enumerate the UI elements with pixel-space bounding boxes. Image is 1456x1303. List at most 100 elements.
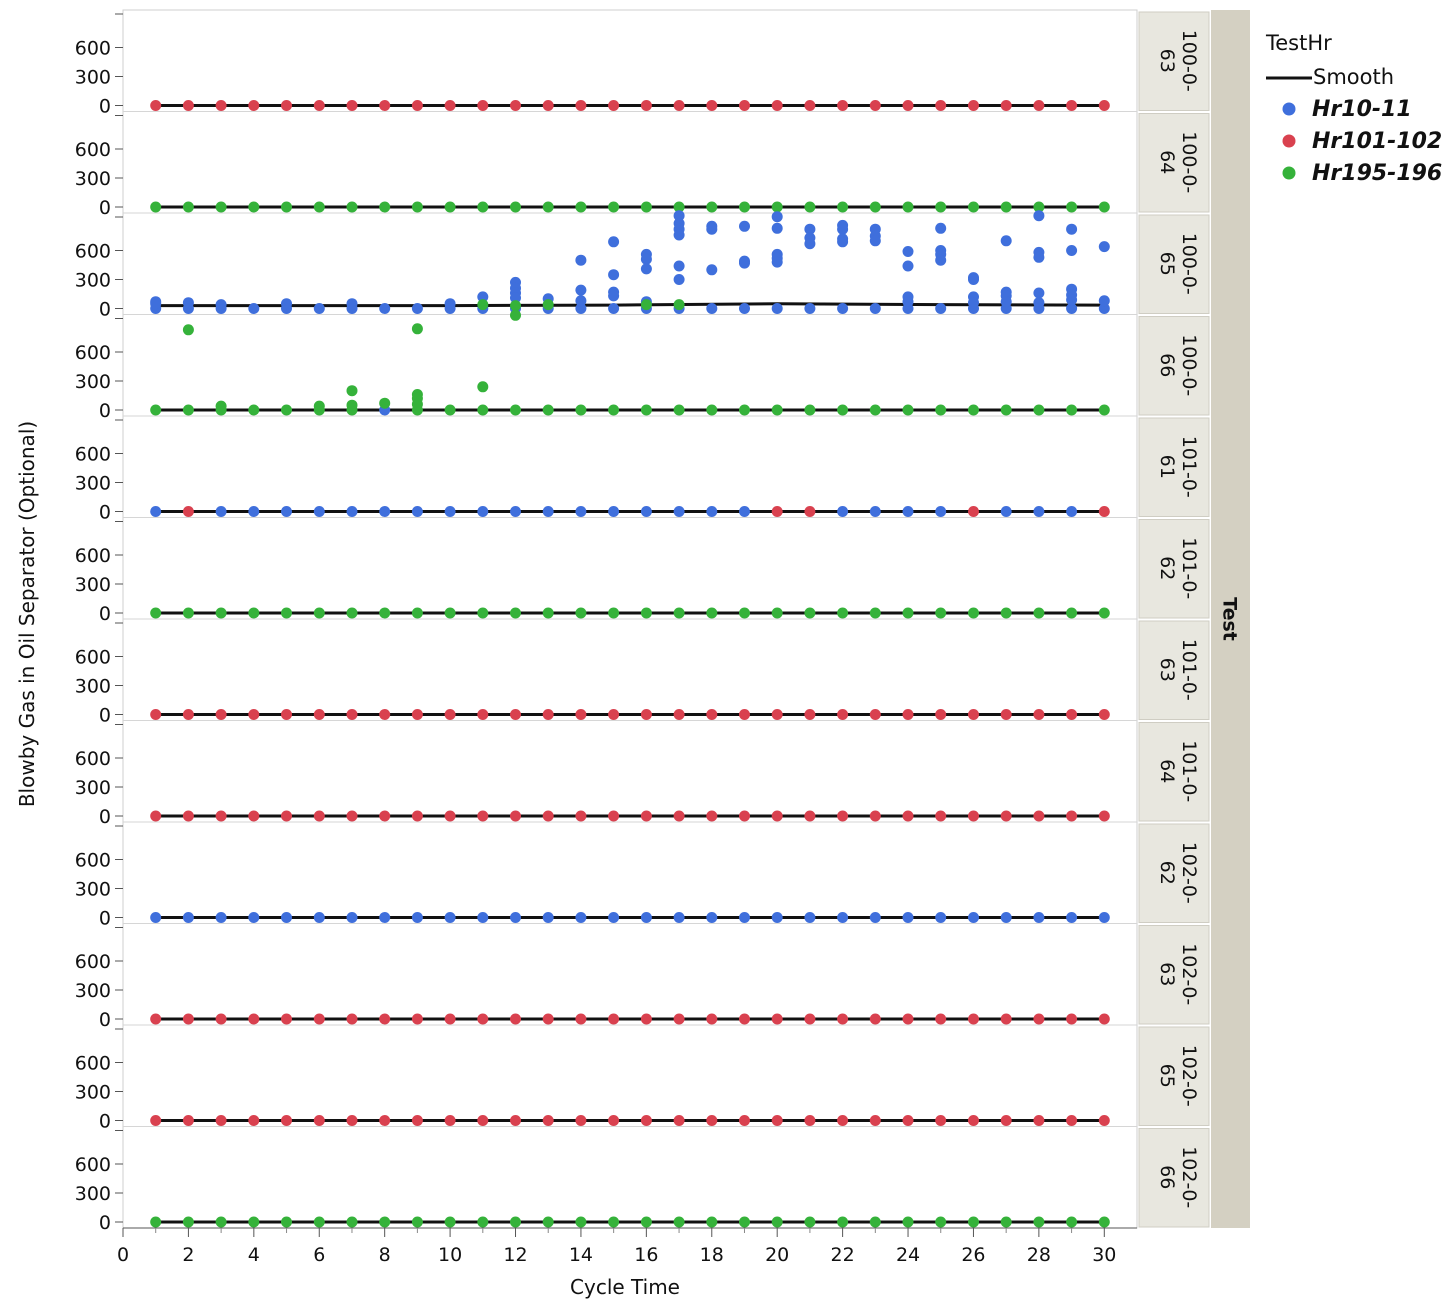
data-point <box>640 912 652 923</box>
data-point <box>510 607 521 619</box>
y-tick-label: 600 <box>75 1053 111 1075</box>
facet-strip-label-line2: 64 <box>1156 150 1178 174</box>
data-point <box>968 506 979 517</box>
y-tick-label: 0 <box>99 705 111 727</box>
data-point <box>837 607 849 619</box>
data-point <box>444 100 456 111</box>
data-point <box>510 404 521 416</box>
data-point <box>150 298 162 310</box>
data-point <box>902 246 914 257</box>
data-point <box>379 1216 391 1228</box>
data-point <box>1033 404 1045 416</box>
data-point <box>313 709 325 720</box>
facet-strip-label-line2: 61 <box>1156 455 1178 479</box>
data-point <box>640 607 652 619</box>
data-point <box>1033 1115 1045 1126</box>
data-point <box>1033 1216 1045 1228</box>
data-point <box>804 709 816 720</box>
data-point <box>1098 303 1110 314</box>
data-point <box>837 201 849 213</box>
y-tick-label: 600 <box>75 545 111 567</box>
data-point <box>771 1013 783 1025</box>
data-point <box>150 1115 162 1126</box>
legend-marker <box>1282 102 1296 116</box>
data-point <box>837 404 849 416</box>
data-point <box>902 260 914 272</box>
x-axis: 0 2 4 6 8 10 12 14 16 18 20 22 24 26 28 30 <box>117 1227 1137 1266</box>
y-tick-label: 300 <box>75 67 111 89</box>
data-point <box>248 303 260 314</box>
data-point <box>935 1013 947 1025</box>
data-point <box>1000 912 1012 923</box>
data-point <box>1000 506 1012 517</box>
facet-strip-label-line2: 66 <box>1156 353 1178 377</box>
data-point <box>640 201 652 213</box>
x-tick-label: 10 <box>438 1244 462 1266</box>
data-point <box>1000 1115 1012 1126</box>
facet-label: Test <box>1219 597 1241 641</box>
data-point <box>706 100 718 111</box>
data-point <box>575 912 587 923</box>
data-point <box>542 912 554 923</box>
data-point <box>640 253 652 265</box>
data-point <box>804 1115 816 1126</box>
data-point <box>477 912 489 923</box>
data-point <box>968 201 979 213</box>
x-tick-label: 24 <box>896 1244 920 1266</box>
data-point <box>1000 296 1012 308</box>
data-point <box>1000 201 1012 213</box>
data-point <box>510 810 521 822</box>
data-point <box>608 303 620 314</box>
data-point <box>869 404 881 416</box>
data-point <box>346 1013 358 1025</box>
data-point <box>444 709 456 720</box>
data-point <box>706 506 718 517</box>
data-point <box>313 1013 325 1025</box>
data-point <box>1000 810 1012 822</box>
data-point <box>510 709 521 720</box>
data-point <box>510 1216 521 1228</box>
data-point <box>575 810 587 822</box>
data-point <box>902 709 914 720</box>
data-point <box>575 100 587 111</box>
data-point <box>739 201 750 213</box>
data-point <box>1033 100 1045 111</box>
data-point <box>739 1115 750 1126</box>
data-point <box>411 506 423 517</box>
data-point <box>281 1115 292 1126</box>
data-point <box>1066 245 1078 256</box>
data-point <box>968 404 979 416</box>
data-point <box>739 303 750 314</box>
data-point <box>771 607 783 619</box>
data-point <box>608 1013 620 1025</box>
data-point <box>804 1013 816 1025</box>
data-point <box>1066 912 1078 923</box>
data-point <box>575 295 587 307</box>
facet-strip-label-line1: 101-0- <box>1178 436 1200 498</box>
data-point <box>869 709 881 720</box>
data-point <box>706 201 718 213</box>
data-point <box>1033 709 1045 720</box>
y-tick-label: 600 <box>75 951 111 973</box>
data-point <box>477 100 489 111</box>
data-point <box>935 100 947 111</box>
data-point <box>542 404 554 416</box>
data-point <box>510 100 521 111</box>
data-point <box>804 100 816 111</box>
data-point <box>281 506 292 517</box>
data-point <box>444 1115 456 1126</box>
facet-strips: Test100-0-63100-0-64100-0-65100-0-66101-… <box>1138 10 1250 1228</box>
y-tick-label: 600 <box>75 1154 111 1176</box>
data-point <box>804 1216 816 1228</box>
data-point <box>804 607 816 619</box>
data-point <box>575 284 587 296</box>
x-tick-label: 28 <box>1027 1244 1051 1266</box>
data-point <box>902 1013 914 1025</box>
data-point <box>706 709 718 720</box>
data-point <box>1098 100 1110 111</box>
data-point <box>869 201 881 213</box>
data-point <box>542 506 554 517</box>
data-points <box>150 100 1110 1228</box>
data-point <box>444 1013 456 1025</box>
facet-strip-label-line1: 100-0- <box>1178 334 1200 396</box>
